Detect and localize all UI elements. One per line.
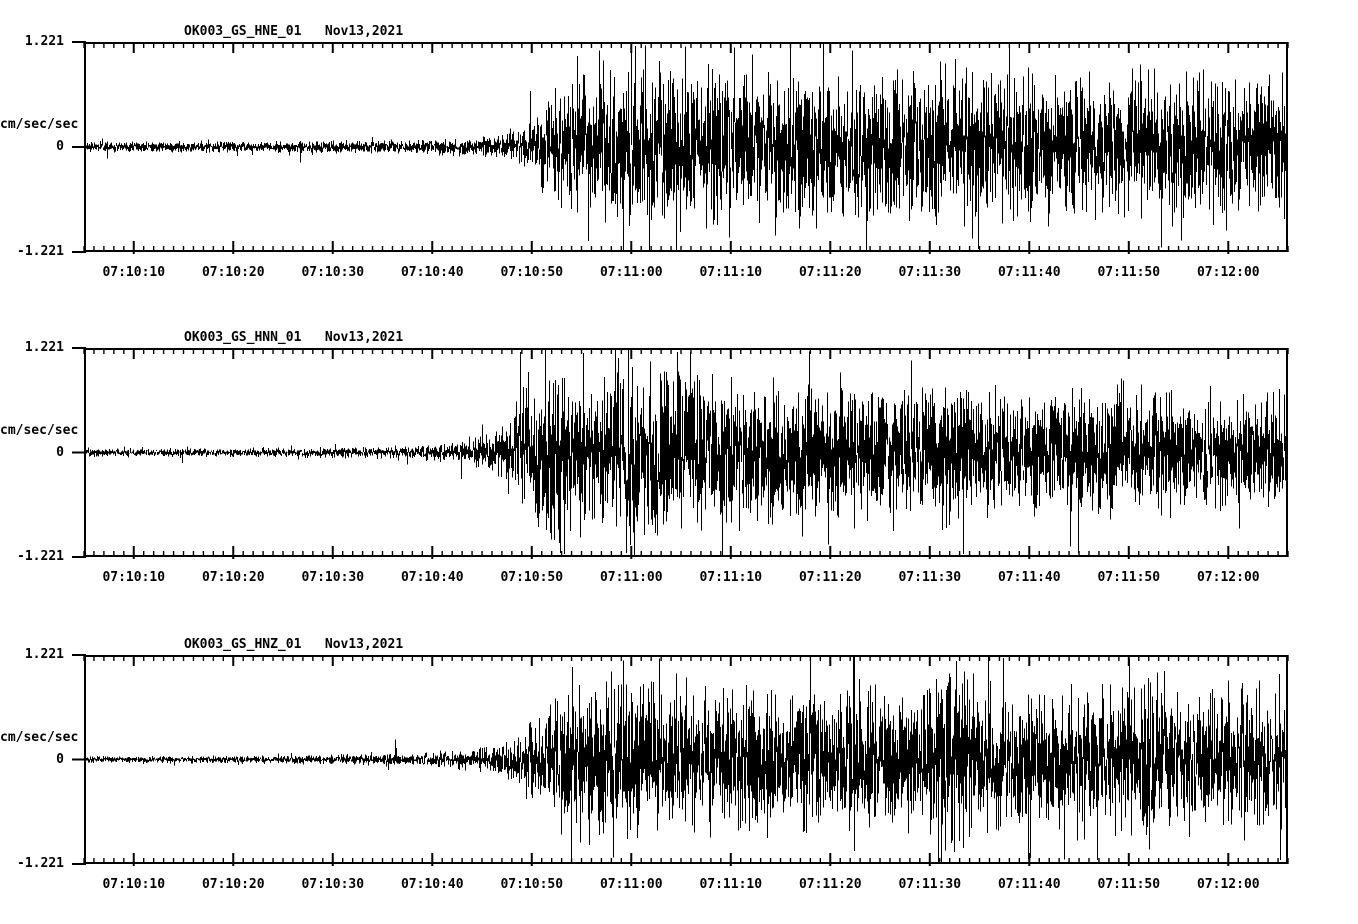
x-tick-label-hnz-9: 07:11:40 (997, 877, 1061, 892)
x-tick-label-hnz-11: 07:12:00 (1196, 877, 1260, 892)
x-tick-label-hnz-10: 07:11:50 (1097, 877, 1161, 892)
x-tick-label-hne-8: 07:11:30 (898, 265, 962, 280)
x-tick-label-hnn-10: 07:11:50 (1097, 570, 1161, 585)
y-axis-units-hnn: cm/sec/sec (0, 422, 79, 438)
y-tick-label-bottom-hne: -1.221 (17, 244, 64, 259)
x-tick-label-hnn-0: 07:10:10 (102, 570, 166, 585)
y-tick-label-zero-hnn: 0 (56, 444, 64, 460)
x-tick-label-hne-7: 07:11:20 (798, 265, 862, 280)
x-tick-label-hne-0: 07:10:10 (102, 265, 166, 280)
x-tick-label-hne-11: 07:12:00 (1196, 265, 1260, 280)
y-axis-units-hne: cm/sec/sec (0, 117, 79, 132)
x-tick-label-hnn-7: 07:11:20 (798, 570, 862, 585)
y-tick-label-top-hnz: 1.221 (24, 647, 64, 662)
x-tick-label-hnn-8: 07:11:30 (898, 570, 962, 585)
x-tick-label-hnz-7: 07:11:20 (798, 877, 862, 892)
x-tick-label-hnz-3: 07:10:40 (400, 877, 464, 892)
x-tick-label-hnz-1: 07:10:20 (201, 877, 265, 892)
x-tick-label-hne-6: 07:11:10 (699, 265, 763, 280)
y-tick-label-top-hnn: 1.221 (24, 340, 64, 355)
y-tick-label-zero-hne: 0 (56, 139, 64, 154)
y-tick-label-bottom-hnn: -1.221 (17, 549, 64, 564)
y-tick-label-bottom-hnz: -1.221 (17, 856, 64, 871)
y-axis-units-hnz: cm/sec/sec (0, 729, 79, 745)
y-tick-label-zero-hnz: 0 (56, 751, 64, 767)
waveform-trace-hne (85, 43, 1286, 251)
waveform-trace-hnz (85, 656, 1286, 863)
x-tick-label-hnn-6: 07:11:10 (699, 570, 763, 585)
x-tick-label-hne-10: 07:11:50 (1097, 265, 1161, 280)
x-tick-label-hnn-4: 07:10:50 (500, 570, 564, 585)
x-tick-label-hne-9: 07:11:40 (997, 265, 1061, 280)
x-tick-label-hnn-9: 07:11:40 (997, 570, 1061, 585)
x-tick-label-hne-1: 07:10:20 (201, 265, 265, 280)
x-tick-label-hnz-8: 07:11:30 (898, 877, 962, 892)
x-tick-label-hnn-3: 07:10:40 (400, 570, 464, 585)
x-tick-label-hnz-0: 07:10:10 (102, 877, 166, 892)
x-tick-label-hnn-5: 07:11:00 (599, 570, 663, 585)
panel-title-hnz: OK003_GS_HNZ_01 Nov13,2021 (184, 637, 404, 652)
x-tick-label-hnz-4: 07:10:50 (500, 877, 564, 892)
x-tick-label-hnz-5: 07:11:00 (599, 877, 663, 892)
x-tick-label-hnn-11: 07:12:00 (1196, 570, 1260, 585)
x-tick-label-hnn-1: 07:10:20 (201, 570, 265, 585)
x-tick-label-hne-2: 07:10:30 (301, 265, 365, 280)
panel-title-hnn: OK003_GS_HNN_01 Nov13,2021 (184, 330, 404, 345)
x-tick-label-hne-3: 07:10:40 (400, 265, 464, 280)
x-tick-label-hnz-2: 07:10:30 (301, 877, 365, 892)
waveform-trace-hnn (85, 349, 1286, 556)
x-tick-label-hnz-6: 07:11:10 (699, 877, 763, 892)
x-tick-label-hnn-2: 07:10:30 (301, 570, 365, 585)
x-tick-label-hne-4: 07:10:50 (500, 265, 564, 280)
panel-title-hne: OK003_GS_HNE_01 Nov13,2021 (184, 24, 404, 39)
x-tick-label-hne-5: 07:11:00 (599, 265, 663, 280)
y-tick-label-top-hne: 1.221 (24, 34, 64, 49)
